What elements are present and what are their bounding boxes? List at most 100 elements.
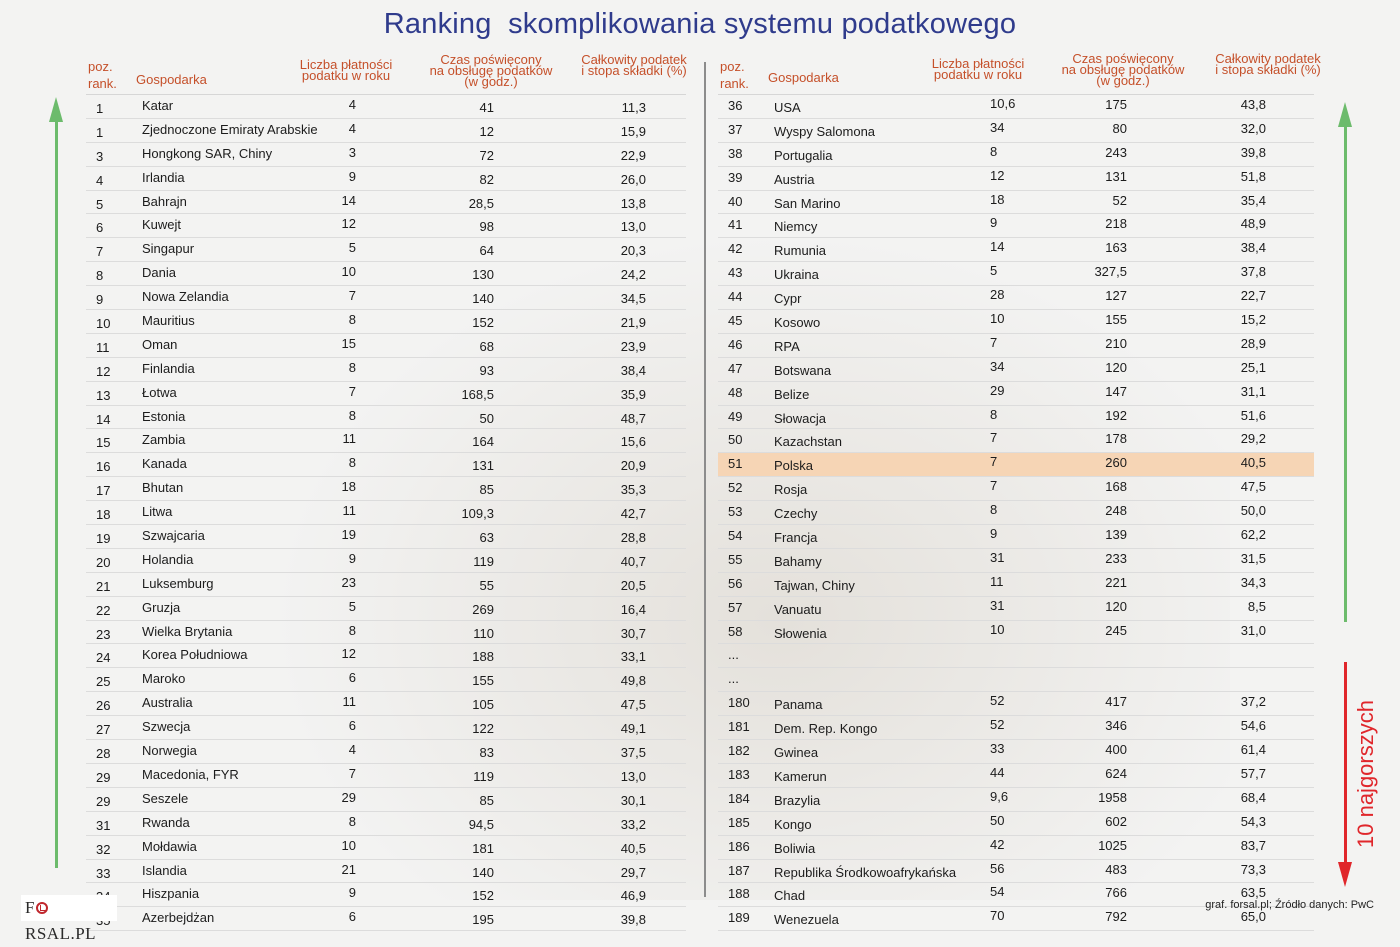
cell-rank: 29	[96, 793, 111, 809]
cell-payments: 8	[990, 143, 998, 159]
cell-name: Wyspy Salomona	[774, 123, 876, 139]
table-row: 23 Wielka Brytania 8 110 30,7	[86, 621, 686, 645]
cell-rank: 186	[728, 838, 750, 854]
cell-rank: 17	[96, 483, 111, 499]
cell-rank: 36	[728, 98, 743, 113]
cell-time: 130	[472, 267, 494, 283]
cell-rank: 28	[96, 746, 111, 762]
table-row: 11 Oman 15 68 23,9	[86, 334, 686, 358]
cell-time: 127	[1105, 288, 1127, 304]
cell-tax: 54,3	[1240, 813, 1266, 829]
cell-payments: 12	[341, 646, 356, 662]
cell-tax: 13,8	[620, 195, 646, 211]
table-row: 185 Kongo 50 602 54,3	[718, 812, 1314, 836]
table-header: poz. rank. Gospodarka Liczba płatności p…	[718, 52, 1321, 94]
cell-tax: 30,1	[620, 792, 646, 808]
cell-payments: 19	[341, 527, 356, 543]
table-row: 55 Bahamy 31 233 31,5	[718, 549, 1314, 573]
cell-rank: 41	[728, 217, 743, 233]
cell-payments: 10	[990, 621, 1005, 637]
cell-name: Botswana	[774, 362, 832, 378]
table-row: 5 Bahrajn 14 28,5 13,8	[86, 191, 686, 215]
cell-rank: 15	[96, 435, 111, 451]
table-row: 33 Islandia 21 140 29,7	[86, 860, 686, 884]
cell-tax: 42,7	[620, 506, 646, 522]
cell-rank: 46	[728, 336, 743, 352]
cell-name: Nowa Zelandia	[142, 289, 229, 305]
cell-rank: 3	[96, 148, 104, 164]
cell-tax: 23,9	[620, 338, 646, 354]
cell-payments: 11	[342, 431, 357, 447]
cell-payments: 29	[341, 789, 356, 805]
cell-time: 210	[1105, 335, 1127, 351]
table-row: 50 Kazachstan 7 178 29,2	[718, 429, 1314, 454]
cell-time: 181	[472, 840, 494, 856]
table-row: 180 Panama 52 417 37,2	[718, 692, 1314, 717]
cell-tax: 13,0	[620, 219, 646, 235]
cell-name: Islandia	[142, 862, 187, 878]
header-name: Gospodarka	[136, 72, 207, 87]
cell-name: Maroko	[142, 671, 186, 687]
cell-time: 63	[479, 530, 494, 546]
cell-time: 602	[1105, 813, 1127, 829]
table-row: 34Hiszpania915246,9	[86, 883, 686, 908]
cell-tax: 24,2	[620, 267, 646, 283]
cell-name: Polska	[774, 458, 814, 474]
table-row: 21 Luksemburg 23 55 20,5	[86, 573, 686, 597]
cell-payments: 8	[348, 312, 356, 328]
cell-payments: 34	[990, 119, 1005, 135]
cell-time: 1958	[1098, 789, 1127, 805]
cell-tax: 48,7	[620, 410, 646, 426]
table-row: 183 Kamerun 44 624 57,7	[718, 764, 1314, 788]
cell-payments: 3	[348, 144, 356, 160]
cell-payments: 8	[348, 407, 356, 423]
cell-time: 327,5	[1094, 264, 1127, 280]
cell-payments: 34	[990, 358, 1005, 374]
table-row: 35Azerbejdżan619539,8	[86, 907, 686, 932]
cell-payments: 14	[990, 239, 1005, 255]
cell-payments: 44	[990, 764, 1005, 780]
cell-payments: 4	[348, 742, 356, 758]
cell-time: 98	[479, 219, 494, 235]
cell-tax: 40,5	[1240, 455, 1266, 471]
cell-rank: 49	[728, 408, 743, 424]
cell-tax: 22,9	[620, 147, 646, 163]
table-row: 181 Dem. Rep. Kongo 52 346 54,6	[718, 716, 1314, 741]
cell-name: Bahamy	[774, 553, 822, 569]
cell-name: Szwecja	[142, 719, 191, 735]
table-row: 36 USA 10,6 175 43,8	[718, 95, 1314, 119]
cell-tax: 48,9	[1240, 216, 1266, 232]
cell-time: 64	[479, 243, 494, 259]
cell-rank: 24	[96, 650, 111, 666]
cell-tax: 83,7	[1240, 837, 1266, 853]
cell-payments: 23	[341, 574, 356, 590]
cell-time: 792	[1105, 909, 1127, 925]
forsal-logo: FRSAL.PL	[21, 895, 117, 943]
cell-tax: 34,5	[620, 291, 646, 307]
cell-payments: 31	[990, 549, 1005, 565]
cell-tax: 15,2	[1240, 312, 1266, 328]
cell-rank: 183	[728, 766, 750, 782]
cell-payments: 5	[990, 263, 998, 279]
cell-payments: 70	[990, 908, 1005, 924]
cell-name: Brazylia	[774, 792, 821, 808]
cell-payments: 15	[341, 335, 356, 351]
cell-time: 140	[472, 291, 494, 307]
cell-time: 624	[1105, 765, 1127, 781]
cell-tax: 49,8	[620, 673, 646, 689]
header-name: Gospodarka	[768, 70, 839, 85]
cell-tax: 57,7	[1240, 765, 1266, 781]
cell-name: Belize	[774, 386, 810, 402]
cell-rank: 29	[96, 769, 111, 785]
table-row: 39 Austria 12 131 51,8	[718, 167, 1314, 191]
cell-name: Holandia	[142, 551, 194, 567]
table-row: 46 RPA 7 210 28,9	[718, 334, 1314, 358]
table-row: 182 Gwinea 33 400 61,4	[718, 740, 1314, 764]
cell-payments: 5	[348, 240, 356, 256]
cell-rank: 57	[728, 599, 743, 615]
cell-tax: 40,7	[620, 553, 646, 569]
cell-time: 195	[472, 912, 494, 928]
cell-payments: 11	[990, 573, 1004, 589]
cell-name: Rumunia	[774, 243, 827, 259]
cell-name: Zjednoczone Emiraty Arabskie	[142, 121, 318, 137]
